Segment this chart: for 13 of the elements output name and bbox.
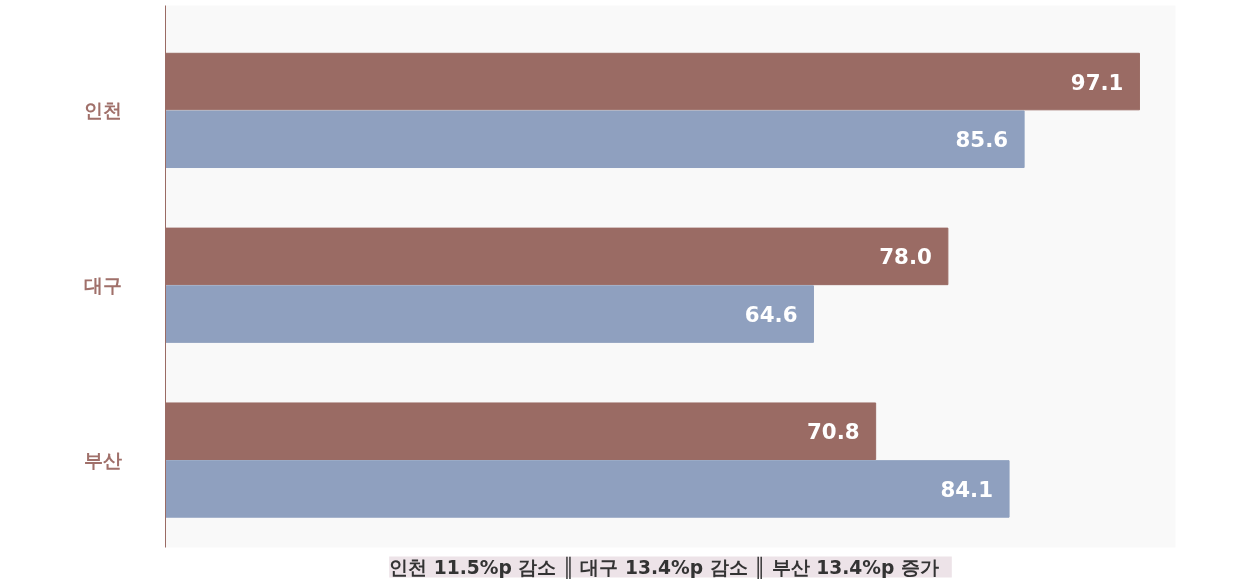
bar: [165, 285, 814, 343]
text: 인천 11.5%p 감소 ║ 대구 13.4%p 감소 ║ 부산 13.4%p 증가: [389, 555, 939, 579]
data-label: 78.0: [879, 244, 932, 270]
y-tick-label: 대구: [83, 274, 122, 296]
y-tick-label: 인천: [83, 99, 122, 121]
data-label: 70.8: [807, 419, 860, 445]
bar: [165, 460, 1010, 518]
data-label: 64.6: [744, 302, 798, 328]
data-label: 84.1: [940, 476, 994, 502]
data-label: 97.1: [1070, 69, 1124, 95]
data-label: 85.6: [955, 127, 1009, 153]
bar: [165, 110, 1025, 169]
y-tick-label: 부산: [83, 449, 122, 471]
